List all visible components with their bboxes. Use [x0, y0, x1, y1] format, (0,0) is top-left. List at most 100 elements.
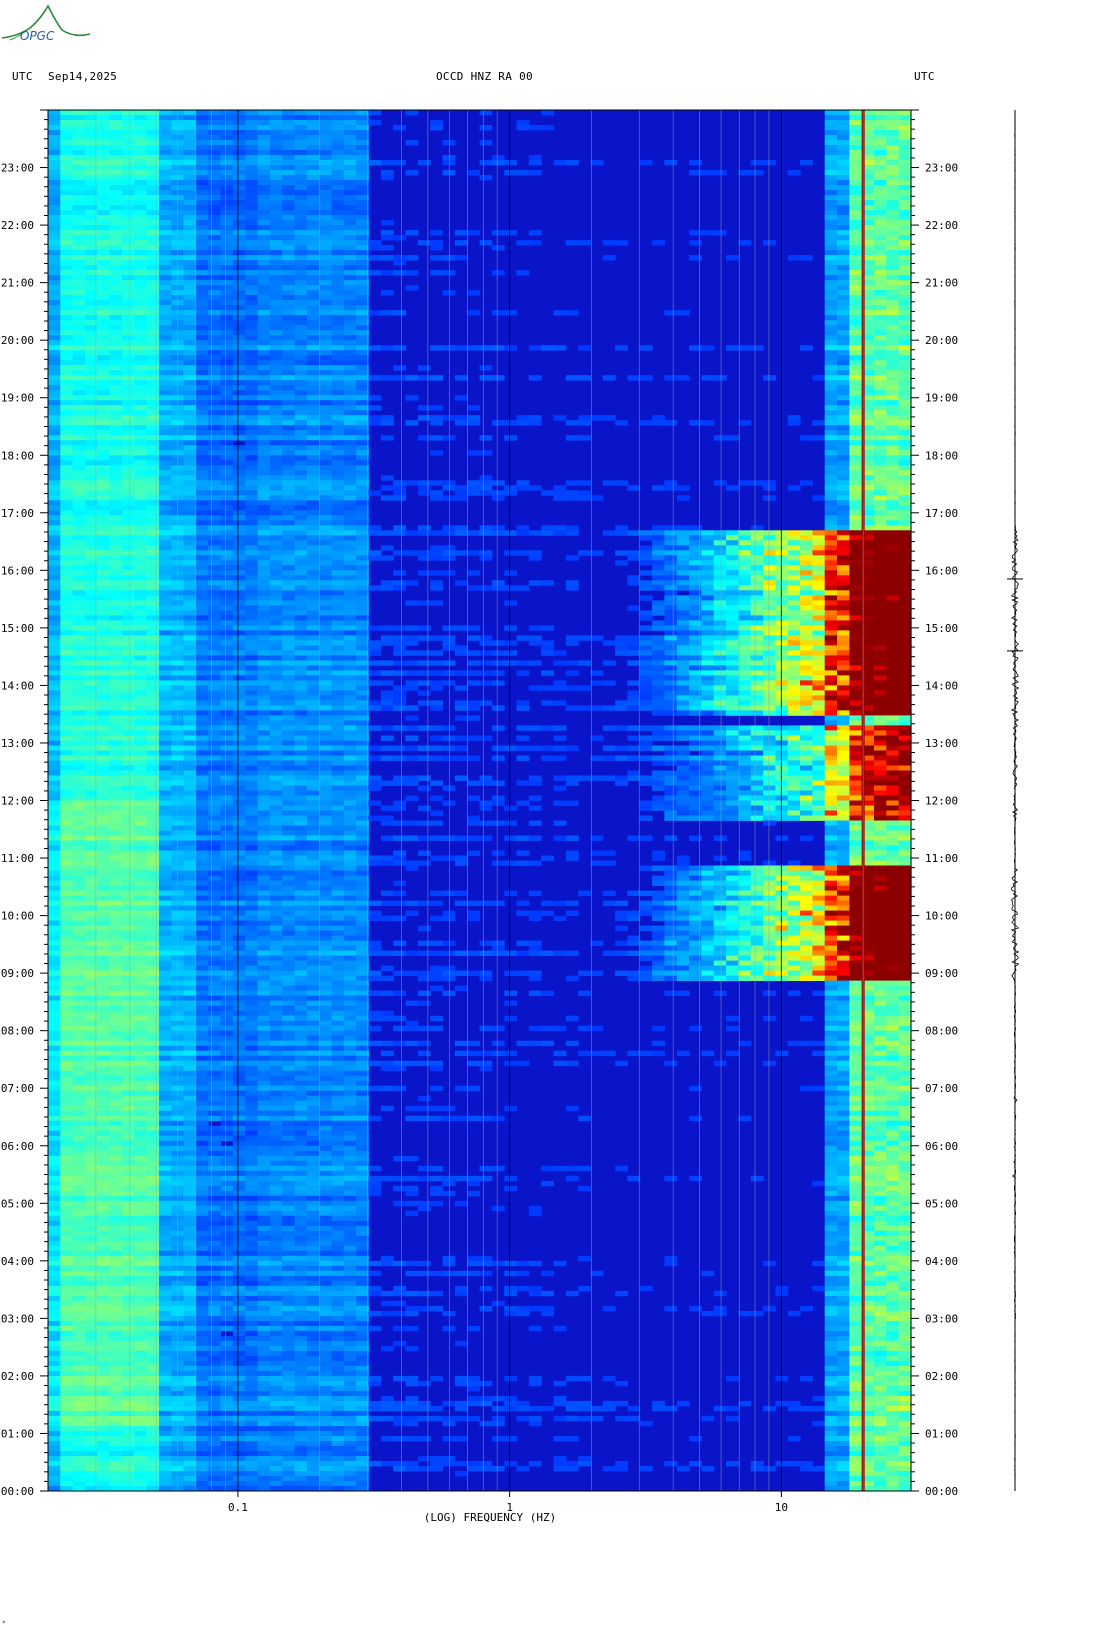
- heatmap-cell: [282, 515, 296, 521]
- heatmap-cell: [245, 535, 259, 541]
- heatmap-cell: [306, 260, 320, 266]
- heatmap-cell: [701, 570, 715, 576]
- heatmap-cell: [713, 535, 727, 541]
- heatmap-cell: [874, 660, 887, 666]
- heatmap-cell: [454, 525, 468, 531]
- heatmap-cell: [146, 280, 160, 286]
- heatmap-cell: [639, 650, 653, 656]
- heatmap-cell: [319, 620, 333, 626]
- heatmap-cell: [220, 655, 234, 661]
- heatmap-cell: [750, 570, 764, 576]
- heatmap-cell: [48, 300, 61, 306]
- heatmap-cell: [269, 375, 283, 381]
- heatmap-cell: [245, 380, 259, 386]
- heatmap-cell: [134, 355, 148, 361]
- heatmap-cell: [676, 625, 690, 631]
- heatmap-cell: [356, 600, 370, 606]
- heatmap-cell: [812, 595, 826, 601]
- heatmap-cell: [72, 390, 86, 396]
- heatmap-cell: [356, 470, 370, 476]
- heatmap-cell: [824, 485, 838, 491]
- heatmap-cell: [183, 235, 197, 241]
- heatmap-cell: [146, 675, 160, 681]
- heatmap-cell: [861, 580, 875, 586]
- heatmap-cell: [208, 685, 222, 691]
- heatmap-cell: [491, 670, 505, 676]
- heatmap-cell: [319, 450, 333, 456]
- heatmap-cell: [269, 130, 283, 136]
- heatmap-cell: [343, 250, 357, 256]
- heatmap-cell: [97, 440, 111, 446]
- heatmap-cell: [195, 260, 209, 266]
- heatmap-cell: [701, 670, 715, 676]
- heatmap-cell: [898, 120, 912, 126]
- heatmap-cell: [208, 505, 222, 511]
- heatmap-cell: [159, 355, 172, 361]
- heatmap-cell: [294, 505, 308, 511]
- heatmap-cell: [220, 640, 234, 646]
- heatmap-cell: [516, 585, 530, 591]
- heatmap-cell: [664, 545, 678, 551]
- heatmap-cell: [516, 125, 530, 131]
- heatmap-cell: [48, 180, 61, 186]
- heatmap-cell: [639, 530, 653, 536]
- heatmap-cell: [319, 390, 333, 396]
- heatmap-cell: [208, 350, 222, 356]
- heatmap-cell: [800, 585, 813, 591]
- heatmap-cell: [220, 370, 234, 376]
- heatmap-cell: [85, 410, 98, 416]
- heatmap-cell: [72, 275, 86, 281]
- heatmap-cell: [849, 425, 863, 431]
- heatmap-cell: [269, 635, 283, 641]
- heatmap-cell: [134, 505, 148, 511]
- heatmap-cell: [72, 330, 86, 336]
- heatmap-cell: [72, 435, 86, 441]
- heatmap-cell: [48, 525, 61, 531]
- heatmap-cell: [134, 470, 148, 476]
- heatmap-cell: [282, 290, 296, 296]
- heatmap-cell: [837, 285, 850, 291]
- heatmap-cell: [134, 310, 148, 316]
- heatmap-cell: [701, 580, 715, 586]
- heatmap-cell: [48, 225, 61, 231]
- heatmap-cell: [195, 350, 209, 356]
- heatmap-cell: [898, 210, 912, 216]
- heatmap-cell: [183, 560, 197, 566]
- heatmap-cell: [479, 365, 493, 371]
- heatmap-cell: [122, 385, 135, 391]
- heatmap-cell: [109, 535, 123, 541]
- heatmap-cell: [541, 580, 554, 586]
- heatmap-cell: [306, 625, 320, 631]
- heatmap-cell: [245, 170, 259, 176]
- heatmap-cell: [48, 600, 61, 606]
- heatmap-cell: [72, 395, 86, 401]
- heatmap-cell: [208, 310, 222, 316]
- heatmap-cell: [812, 555, 826, 561]
- heatmap-cell: [874, 535, 887, 541]
- heatmap-cell: [479, 670, 493, 676]
- heatmap-cell: [528, 125, 542, 131]
- heatmap-cell: [430, 245, 444, 251]
- heatmap-cell: [430, 550, 444, 556]
- heatmap-cell: [232, 275, 246, 281]
- heatmap-cell: [306, 385, 320, 391]
- heatmap-cell: [861, 195, 875, 201]
- heatmap-cell: [750, 655, 764, 661]
- heatmap-cell: [886, 315, 900, 321]
- heatmap-cell: [97, 675, 111, 681]
- heatmap-cell: [85, 235, 98, 241]
- heatmap-cell: [306, 420, 320, 426]
- heatmap-cell: [615, 480, 628, 486]
- heatmap-cell: [380, 680, 394, 686]
- heatmap-cell: [664, 595, 678, 601]
- heatmap-cell: [343, 135, 357, 141]
- heatmap-cell: [245, 440, 259, 446]
- heatmap-cell: [726, 610, 739, 616]
- heatmap-cell: [491, 345, 505, 351]
- heatmap-cell: [282, 660, 296, 666]
- heatmap-cell: [72, 640, 86, 646]
- heatmap-cell: [122, 110, 135, 116]
- heatmap-cell: [122, 270, 135, 276]
- heatmap-cell: [787, 535, 801, 541]
- heatmap-cell: [269, 515, 283, 521]
